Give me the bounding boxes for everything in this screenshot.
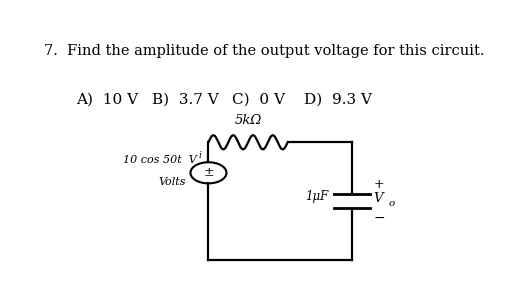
Text: ±: ± [203,166,214,179]
Text: D)  9.3 V: D) 9.3 V [304,93,373,107]
Text: V: V [374,192,383,205]
Text: i: i [198,151,201,160]
Text: 1μF: 1μF [305,190,328,203]
Text: 7.  Find the amplitude of the output voltage for this circuit.: 7. Find the amplitude of the output volt… [44,44,485,58]
Text: 10 cos 50t  V: 10 cos 50t V [123,155,197,165]
Text: +: + [374,178,384,191]
Text: B)  3.7 V: B) 3.7 V [153,93,219,107]
Text: 5kΩ: 5kΩ [234,114,262,127]
Text: Volts: Volts [159,177,186,187]
Text: o: o [389,199,395,208]
Text: A)  10 V: A) 10 V [76,93,139,107]
Text: C)  0 V: C) 0 V [232,93,285,107]
Text: −: − [374,210,385,224]
